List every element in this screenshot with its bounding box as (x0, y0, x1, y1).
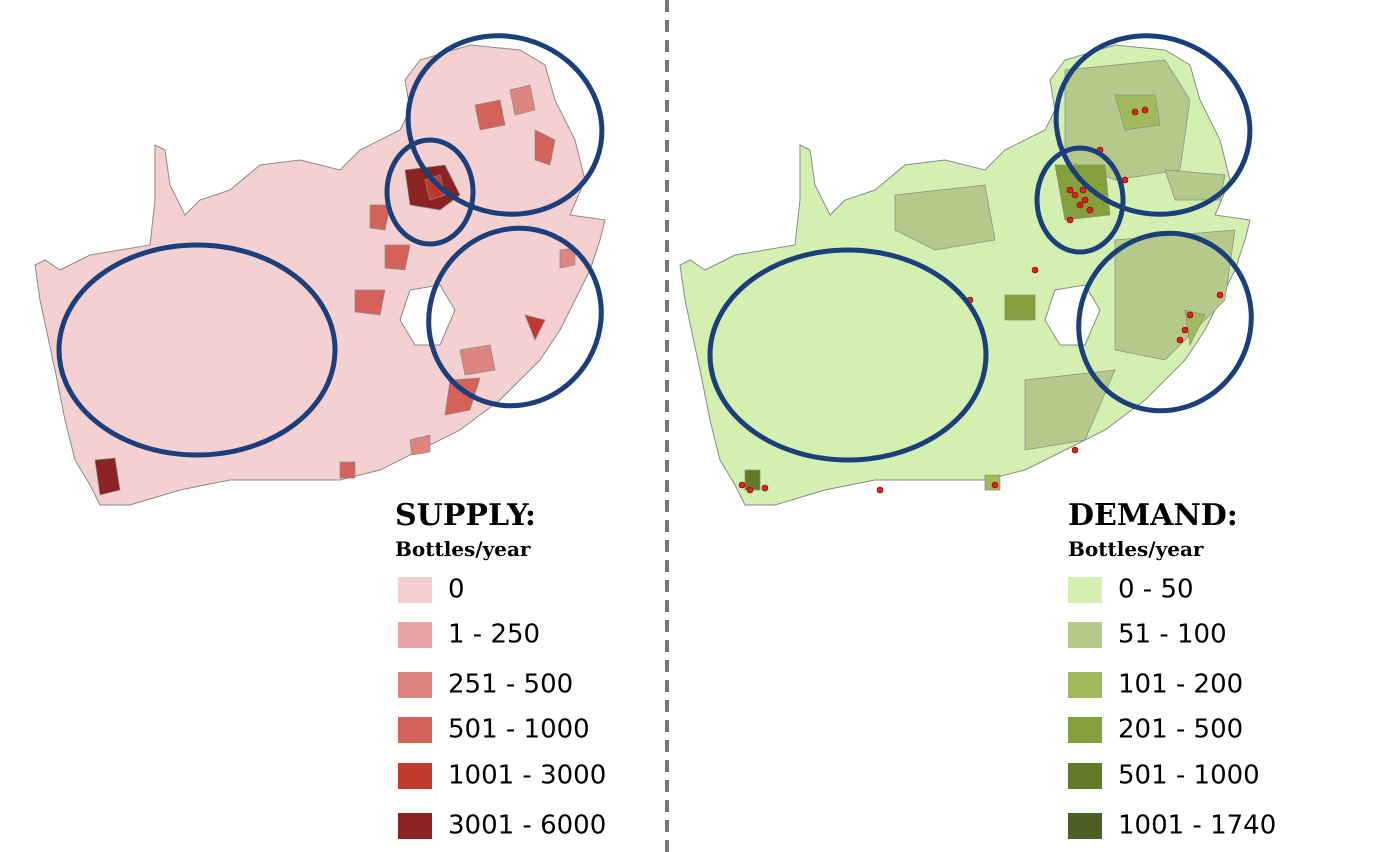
region (474, 99, 506, 131)
demand-point (1066, 186, 1074, 194)
highlight-circle (426, 225, 604, 409)
legend-swatch (1068, 763, 1102, 789)
demand-point (991, 481, 999, 489)
region (354, 289, 386, 316)
demand-point (746, 486, 754, 494)
demand-point (1079, 186, 1087, 194)
region (424, 174, 446, 201)
highlight-circle (1076, 230, 1254, 414)
highlight-circle (1053, 33, 1253, 217)
region (409, 434, 431, 456)
region (369, 204, 391, 231)
region (1004, 294, 1036, 321)
region (1184, 309, 1206, 347)
legend-label: 1001 - 3000 (448, 761, 606, 791)
region (384, 244, 411, 271)
demand-point (1176, 336, 1184, 344)
region (744, 469, 761, 491)
legend-swatch (398, 813, 432, 839)
legend-swatch (398, 763, 432, 789)
supply-map (34, 33, 606, 506)
legend-swatch (1068, 717, 1102, 743)
demand-point (1076, 201, 1084, 209)
demand-point (1181, 326, 1189, 334)
legend-swatch (398, 717, 432, 743)
demand-point (1071, 191, 1079, 199)
demand-point (1071, 446, 1079, 454)
demand-point (1066, 216, 1074, 224)
legend-label: 201 - 500 (1118, 715, 1243, 745)
demand-map (679, 33, 1254, 506)
demand-title: DEMAND: (1068, 498, 1238, 533)
demand-point (876, 486, 884, 494)
region (984, 474, 1001, 491)
demand-point (1086, 206, 1094, 214)
demand-point (1031, 266, 1039, 274)
legend-swatch (398, 622, 432, 648)
legend-label: 501 - 1000 (448, 715, 590, 745)
highlight-circle (56, 242, 338, 458)
region (894, 184, 996, 251)
region (444, 377, 481, 416)
demand-point (1131, 108, 1139, 116)
legend-label: 1001 - 1740 (1118, 811, 1276, 841)
region (509, 84, 536, 116)
supply-title: SUPPLY: (395, 498, 536, 533)
demand-point (761, 484, 769, 492)
legend-swatch (398, 672, 432, 698)
region (459, 344, 496, 376)
demand-unit: Bottles/year (1068, 537, 1204, 561)
demand-point (1141, 106, 1149, 114)
region (339, 461, 356, 479)
legend-label: 1 - 250 (448, 620, 540, 650)
legend-swatch (1068, 577, 1102, 603)
legend-label: 0 - 50 (1118, 575, 1194, 605)
region (534, 129, 556, 166)
legend-swatch (1068, 622, 1102, 648)
legend-label: 51 - 100 (1118, 620, 1227, 650)
highlight-circle (405, 33, 605, 217)
highlight-circle (707, 247, 989, 463)
region (94, 457, 121, 496)
legend-label: 501 - 1000 (1118, 761, 1260, 791)
highlight-circle (384, 137, 476, 247)
demand-point (1186, 311, 1194, 319)
supply-unit: Bottles/year (395, 537, 531, 561)
highlight-circle (1034, 145, 1126, 255)
legend-swatch (1068, 672, 1102, 698)
demand-point (1216, 291, 1224, 299)
demand-point (1081, 196, 1089, 204)
region (1164, 169, 1226, 201)
legend-label: 3001 - 6000 (448, 811, 606, 841)
region (1024, 369, 1116, 451)
legend-label: 101 - 200 (1118, 670, 1243, 700)
legend-swatch (398, 577, 432, 603)
demand-point (738, 481, 746, 489)
legend-swatch (1068, 813, 1102, 839)
lesotho (1044, 284, 1101, 346)
legend-label: 251 - 500 (448, 670, 573, 700)
legend-label: 0 (448, 575, 465, 605)
region (524, 314, 546, 341)
